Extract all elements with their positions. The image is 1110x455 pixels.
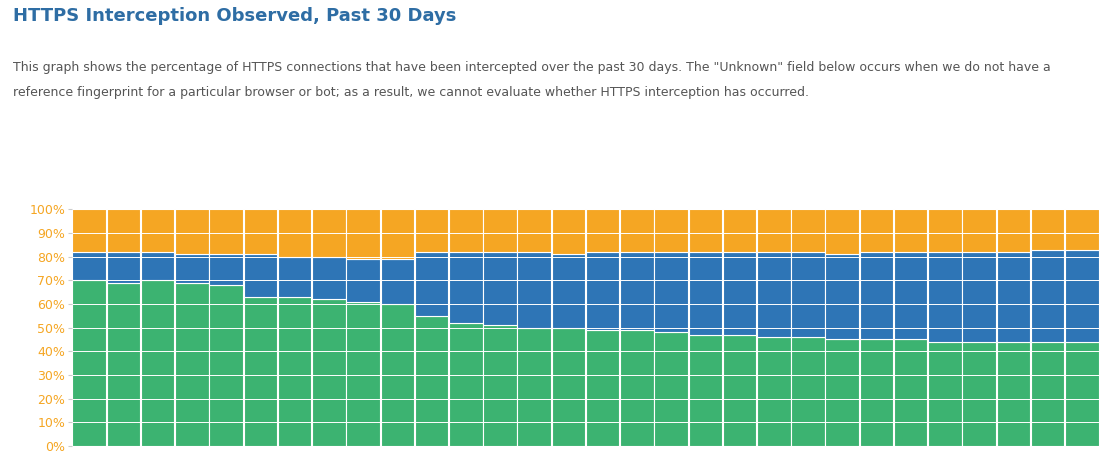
Bar xyxy=(928,252,961,342)
Bar xyxy=(894,339,928,446)
Bar xyxy=(72,209,107,252)
Bar xyxy=(107,209,140,252)
Bar xyxy=(620,209,654,252)
Bar xyxy=(72,280,107,446)
Text: This graph shows the percentage of HTTPS connections that have been intercepted : This graph shows the percentage of HTTPS… xyxy=(13,61,1051,75)
Bar xyxy=(415,316,448,446)
Bar xyxy=(586,209,619,252)
Bar xyxy=(141,252,174,280)
Bar xyxy=(312,209,345,257)
Bar xyxy=(723,209,756,252)
Bar xyxy=(688,252,723,335)
Bar xyxy=(826,254,859,339)
Bar xyxy=(107,252,140,283)
Bar xyxy=(448,252,483,323)
Bar xyxy=(791,252,825,337)
Bar xyxy=(517,328,551,446)
Bar xyxy=(723,252,756,335)
Bar xyxy=(483,325,517,446)
Bar xyxy=(791,337,825,446)
Bar xyxy=(859,339,894,446)
Bar xyxy=(175,254,209,283)
Bar xyxy=(757,209,790,252)
Bar xyxy=(1064,342,1099,446)
Bar xyxy=(962,342,996,446)
Bar xyxy=(1031,342,1064,446)
Bar xyxy=(723,335,756,446)
Bar xyxy=(997,209,1030,252)
Bar xyxy=(346,259,380,302)
Bar xyxy=(483,252,517,325)
Bar xyxy=(243,254,278,297)
Bar xyxy=(620,252,654,330)
Bar xyxy=(312,257,345,299)
Bar xyxy=(1064,249,1099,342)
Bar xyxy=(586,330,619,446)
Bar xyxy=(312,299,345,446)
Bar xyxy=(688,335,723,446)
Bar xyxy=(552,254,585,328)
Bar xyxy=(278,209,312,257)
Bar xyxy=(483,209,517,252)
Bar xyxy=(1031,249,1064,342)
Bar xyxy=(381,259,414,304)
Bar xyxy=(928,209,961,252)
Bar xyxy=(210,285,243,446)
Bar xyxy=(962,252,996,342)
Bar xyxy=(346,209,380,259)
Bar xyxy=(517,209,551,252)
Bar xyxy=(107,283,140,446)
Bar xyxy=(791,209,825,252)
Bar xyxy=(586,252,619,330)
Bar xyxy=(654,209,688,252)
Bar xyxy=(448,323,483,446)
Bar xyxy=(346,302,380,446)
Bar xyxy=(962,209,996,252)
Bar xyxy=(1031,209,1064,249)
Bar xyxy=(928,342,961,446)
Bar xyxy=(210,254,243,285)
Bar xyxy=(278,257,312,297)
Bar xyxy=(997,342,1030,446)
Bar xyxy=(757,337,790,446)
Text: HTTPS Interception Observed, Past 30 Days: HTTPS Interception Observed, Past 30 Day… xyxy=(13,7,456,25)
Bar xyxy=(1064,209,1099,249)
Bar xyxy=(688,209,723,252)
Text: reference fingerprint for a particular browser or bot; as a result, we cannot ev: reference fingerprint for a particular b… xyxy=(13,86,809,100)
Bar xyxy=(757,252,790,337)
Bar xyxy=(415,252,448,316)
Bar xyxy=(72,252,107,280)
Bar xyxy=(175,283,209,446)
Bar xyxy=(517,252,551,328)
Bar xyxy=(894,209,928,252)
Bar xyxy=(243,297,278,446)
Bar xyxy=(654,252,688,332)
Bar xyxy=(552,328,585,446)
Bar xyxy=(381,304,414,446)
Bar xyxy=(448,209,483,252)
Bar xyxy=(415,209,448,252)
Bar xyxy=(210,209,243,254)
Bar xyxy=(620,330,654,446)
Bar xyxy=(278,297,312,446)
Bar xyxy=(859,209,894,252)
Bar xyxy=(894,252,928,339)
Bar xyxy=(381,209,414,259)
Bar xyxy=(175,209,209,254)
Bar xyxy=(141,209,174,252)
Bar xyxy=(141,280,174,446)
Bar xyxy=(552,209,585,254)
Bar xyxy=(826,339,859,446)
Bar xyxy=(826,209,859,254)
Bar xyxy=(859,252,894,339)
Bar xyxy=(654,332,688,446)
Bar xyxy=(997,252,1030,342)
Bar xyxy=(243,209,278,254)
